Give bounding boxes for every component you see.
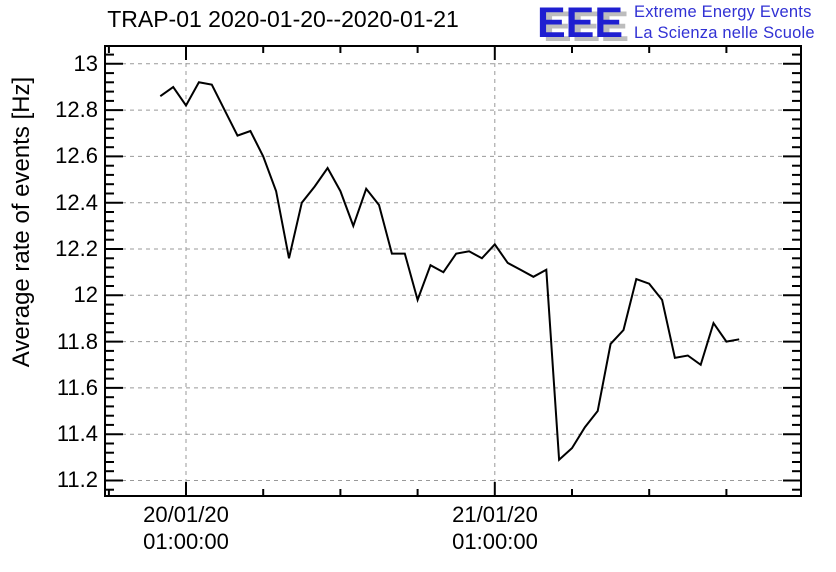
eee-logo: EEE bbox=[537, 0, 624, 47]
y-tick-label: 11.6 bbox=[56, 375, 98, 400]
plot-frame bbox=[104, 45, 802, 497]
y-tick-label: 12.8 bbox=[55, 97, 98, 122]
x-tick-label-time: 01:00:00 bbox=[452, 529, 538, 554]
data-line bbox=[159, 81, 740, 462]
x-tick-label-time: 01:00:00 bbox=[143, 529, 229, 554]
y-tick-label: 12.4 bbox=[55, 190, 98, 215]
x-tick-label: 21/01/20 01:00:00 bbox=[415, 501, 575, 555]
eee-logo-tagline-line1: Extreme Energy Events bbox=[634, 3, 812, 21]
x-tick-label-date: 21/01/20 bbox=[452, 502, 538, 527]
y-tick-label: 11.8 bbox=[56, 329, 98, 354]
eee-logo-tagline-line2: La Scienza nelle Scuole bbox=[634, 24, 815, 42]
y-tick-label: 11.4 bbox=[56, 421, 98, 446]
y-tick-label: 12.6 bbox=[55, 143, 98, 168]
y-tick-label: 12.2 bbox=[55, 236, 98, 261]
y-tick-label: 12 bbox=[73, 282, 98, 307]
chart-title: TRAP-01 2020-01-20--2020-01-21 bbox=[107, 6, 459, 32]
eee-logo-tagline: Extreme Energy Events La Scienza nelle S… bbox=[634, 2, 815, 44]
x-tick-label-date: 20/01/20 bbox=[143, 502, 229, 527]
y-tick-label: 13 bbox=[73, 51, 98, 76]
x-tick-label: 20/01/20 01:00:00 bbox=[106, 501, 266, 555]
y-tick-label: 11.2 bbox=[56, 467, 98, 492]
